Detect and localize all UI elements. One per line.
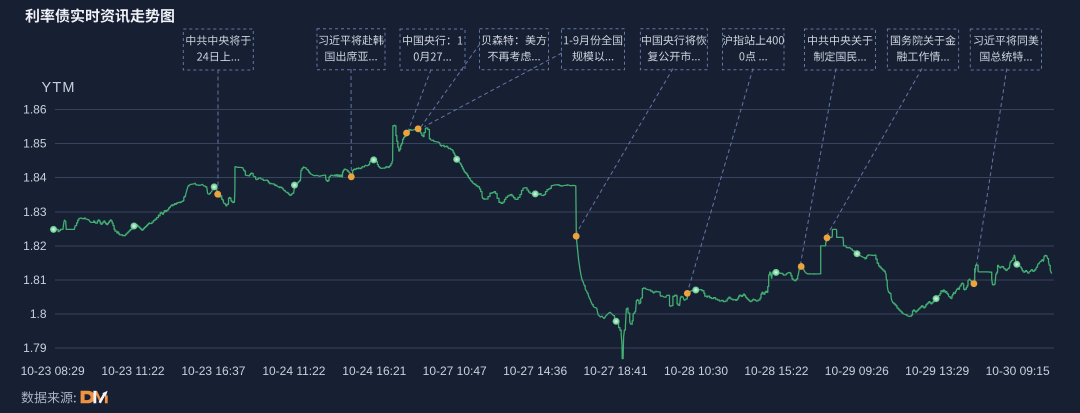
svg-text:10-27 14:36: 10-27 14:36 [503,364,567,378]
svg-text:10-24 16:21: 10-24 16:21 [342,364,406,378]
svg-text:10-27 10:47: 10-27 10:47 [423,364,487,378]
svg-text:10-24 11:22: 10-24 11:22 [262,364,325,378]
svg-text:1.82: 1.82 [23,239,47,253]
svg-text:10-23 08:29: 10-23 08:29 [21,364,85,378]
svg-text:10-28 10:30: 10-28 10:30 [664,364,728,378]
svg-text:1.79: 1.79 [23,341,47,355]
svg-text:10-30 09:15: 10-30 09:15 [986,364,1050,378]
svg-text:10-23 16:37: 10-23 16:37 [181,364,245,378]
svg-text:1.8: 1.8 [30,307,47,321]
svg-text:10-29 09:26: 10-29 09:26 [825,364,889,378]
svg-text:YTM: YTM [42,80,76,96]
svg-text:1.85: 1.85 [23,137,47,151]
svg-text:10-28 15:22: 10-28 15:22 [744,364,808,378]
svg-text:1.86: 1.86 [23,103,47,117]
svg-text:10-29 13:29: 10-29 13:29 [905,364,969,378]
svg-text:10-23 11:22: 10-23 11:22 [101,364,164,378]
svg-text:1.84: 1.84 [23,171,47,185]
svg-text:10-27 18:41: 10-27 18:41 [583,364,647,378]
svg-text:1.83: 1.83 [23,205,47,219]
svg-text:1.81: 1.81 [23,273,47,287]
